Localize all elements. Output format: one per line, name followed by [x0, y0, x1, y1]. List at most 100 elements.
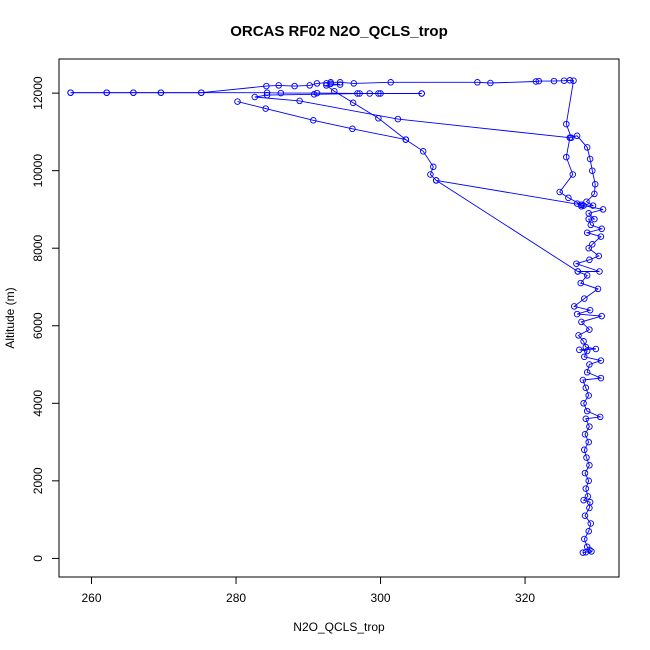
data-point — [296, 97, 303, 105]
x-tick-label: 320 — [515, 591, 535, 605]
data-point — [563, 120, 570, 128]
data-point — [583, 454, 590, 461]
data-point — [573, 310, 581, 318]
data-point — [578, 201, 585, 209]
data-point — [585, 392, 592, 399]
data-point — [580, 338, 587, 345]
data-point — [474, 79, 481, 86]
series-1 — [556, 132, 607, 556]
data-point — [575, 332, 582, 339]
data-point — [310, 117, 317, 124]
data-point — [419, 148, 427, 155]
x-tick-label: 300 — [371, 591, 391, 605]
data-point — [565, 194, 572, 202]
data-point — [597, 357, 605, 364]
x-axis: 260 280 300 320 — [82, 577, 535, 605]
data-point — [350, 80, 358, 87]
data-point — [277, 89, 285, 97]
series-3 — [432, 177, 585, 209]
data-point — [418, 90, 425, 97]
data-point — [589, 241, 596, 248]
data-point — [585, 438, 592, 446]
data-point — [402, 136, 410, 143]
x-tick-label: 260 — [82, 591, 102, 605]
data-point — [275, 82, 282, 89]
y-tick-label: 10000 — [31, 154, 45, 188]
data-point — [387, 79, 394, 86]
data-point — [234, 98, 241, 105]
data-point — [67, 89, 74, 96]
data-point — [586, 423, 593, 430]
data-point — [582, 384, 590, 392]
data-point — [589, 167, 596, 174]
data-point — [563, 153, 570, 161]
data-point — [349, 125, 356, 133]
y-tick-label: 4000 — [31, 390, 45, 417]
data-point — [583, 543, 591, 551]
data-point — [586, 498, 594, 506]
series-line — [237, 101, 406, 141]
data-point — [587, 221, 595, 229]
data-point — [570, 77, 577, 84]
data-point — [587, 520, 595, 527]
data-point — [581, 446, 588, 454]
data-point — [310, 91, 318, 98]
data-point — [586, 462, 593, 469]
data-point — [581, 535, 588, 543]
data-point — [585, 210, 592, 217]
data-point — [580, 400, 587, 407]
data-point — [584, 493, 592, 500]
data-point — [586, 155, 594, 163]
data-point — [585, 244, 592, 252]
data-point — [291, 82, 298, 90]
data-point — [354, 90, 361, 97]
data-point — [586, 361, 593, 368]
chart-title: ORCAS RF02 N2O_QCLS_trop — [230, 23, 448, 40]
data-point — [598, 312, 605, 320]
data-point — [581, 469, 589, 477]
data-point — [594, 285, 602, 293]
data-point — [591, 180, 599, 188]
data-point — [573, 132, 581, 140]
y-axis-label: Altitude (m) — [3, 287, 17, 348]
data-point — [566, 77, 574, 84]
data-point — [251, 93, 259, 101]
data-point — [573, 260, 580, 267]
data-point — [592, 345, 600, 353]
data-point — [581, 353, 588, 361]
series-6 — [67, 77, 577, 141]
data-point — [597, 374, 605, 382]
data-point — [568, 134, 575, 141]
data-point — [583, 198, 590, 205]
y-tick-label: 12000 — [31, 76, 45, 110]
data-point — [580, 496, 587, 504]
data-point — [550, 77, 558, 85]
data-point — [591, 215, 598, 223]
series-2 — [323, 80, 582, 275]
y-tick-label: 0 — [31, 555, 45, 562]
data-point — [598, 225, 605, 233]
plot-frame — [58, 58, 620, 578]
data-point — [336, 81, 344, 88]
series-line — [436, 179, 582, 206]
data-point — [327, 79, 334, 86]
data-point — [574, 268, 582, 275]
data-point — [570, 303, 578, 310]
series-line — [559, 135, 604, 554]
data-point — [599, 206, 607, 213]
data-point — [583, 347, 591, 355]
data-point — [589, 202, 597, 209]
data-point — [532, 78, 540, 85]
data-point — [585, 477, 592, 485]
data-point — [579, 376, 587, 384]
data-point — [582, 343, 590, 351]
series-line — [70, 79, 575, 138]
data-point — [157, 89, 165, 96]
data-point — [591, 190, 598, 198]
data-point — [585, 527, 592, 535]
data-point — [583, 229, 591, 236]
data-point — [569, 171, 577, 178]
data-point — [597, 233, 605, 240]
y-tick-label: 2000 — [31, 467, 45, 494]
